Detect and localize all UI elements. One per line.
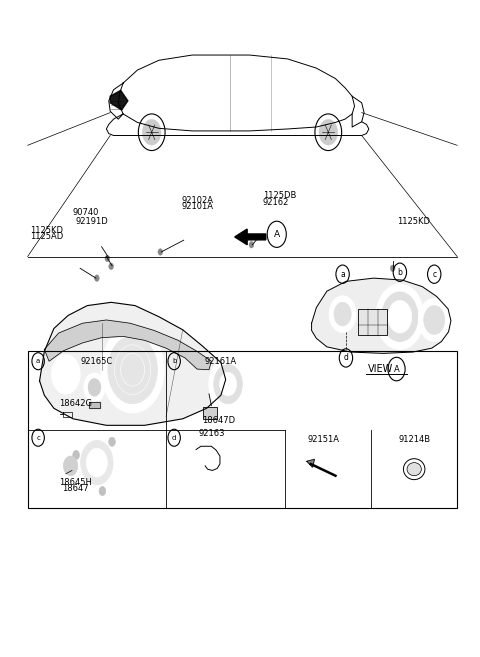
Text: A: A	[274, 230, 280, 238]
Polygon shape	[312, 278, 451, 353]
Bar	[203, 407, 216, 419]
Text: 92101A: 92101A	[182, 202, 214, 212]
Polygon shape	[110, 91, 128, 110]
Circle shape	[158, 249, 163, 255]
Text: a: a	[340, 270, 345, 279]
Text: 1125KD: 1125KD	[397, 217, 431, 227]
Ellipse shape	[404, 459, 425, 480]
Text: 18642G: 18642G	[59, 399, 92, 408]
Text: c: c	[36, 435, 40, 441]
Circle shape	[249, 242, 254, 248]
Polygon shape	[307, 459, 314, 467]
Circle shape	[219, 373, 237, 396]
Text: a: a	[36, 358, 40, 364]
Text: 1125KD: 1125KD	[30, 226, 63, 235]
Circle shape	[77, 435, 117, 490]
Circle shape	[214, 365, 242, 404]
Text: 18647: 18647	[62, 484, 89, 493]
Text: 92151A: 92151A	[308, 435, 339, 444]
Circle shape	[73, 451, 79, 460]
Circle shape	[105, 255, 110, 261]
Polygon shape	[44, 320, 211, 370]
Text: 91214B: 91214B	[398, 435, 430, 444]
Text: 92161A: 92161A	[205, 357, 237, 366]
Circle shape	[95, 275, 99, 281]
Text: 92102A: 92102A	[182, 196, 214, 205]
Circle shape	[63, 456, 78, 476]
Circle shape	[390, 265, 395, 271]
Circle shape	[109, 263, 114, 269]
Text: 92165C: 92165C	[81, 357, 113, 366]
FancyArrow shape	[235, 229, 266, 245]
Circle shape	[142, 119, 161, 145]
Polygon shape	[39, 302, 226, 425]
Circle shape	[86, 448, 108, 477]
Text: d: d	[344, 353, 348, 363]
Circle shape	[99, 486, 106, 495]
Circle shape	[209, 358, 247, 410]
Text: d: d	[172, 435, 176, 441]
Text: b: b	[172, 358, 176, 364]
Text: 1125AD: 1125AD	[30, 232, 63, 240]
Ellipse shape	[407, 463, 421, 476]
Text: 90740: 90740	[72, 208, 98, 217]
Circle shape	[101, 327, 164, 413]
Polygon shape	[89, 402, 100, 408]
Circle shape	[329, 296, 356, 332]
Text: 1125DB: 1125DB	[263, 191, 296, 200]
Circle shape	[108, 437, 115, 446]
Text: 18645H: 18645H	[59, 478, 92, 487]
Circle shape	[376, 284, 424, 350]
Circle shape	[419, 298, 450, 342]
Text: 92162: 92162	[263, 198, 289, 207]
Circle shape	[319, 119, 338, 145]
Text: 92163: 92163	[198, 428, 225, 438]
Circle shape	[334, 302, 351, 326]
Circle shape	[81, 440, 113, 485]
Circle shape	[51, 355, 80, 394]
Text: VIEW: VIEW	[368, 364, 393, 374]
Bar	[359, 309, 387, 335]
Circle shape	[108, 336, 157, 404]
Text: 92191D: 92191D	[75, 217, 108, 227]
Circle shape	[388, 300, 412, 333]
Text: 18647D: 18647D	[202, 416, 235, 424]
Text: A: A	[394, 365, 399, 374]
Text: c: c	[432, 270, 436, 279]
Circle shape	[382, 292, 418, 342]
Circle shape	[88, 378, 101, 397]
Circle shape	[84, 373, 105, 402]
Bar	[28, 351, 457, 509]
Circle shape	[424, 306, 445, 334]
Text: b: b	[397, 268, 402, 277]
